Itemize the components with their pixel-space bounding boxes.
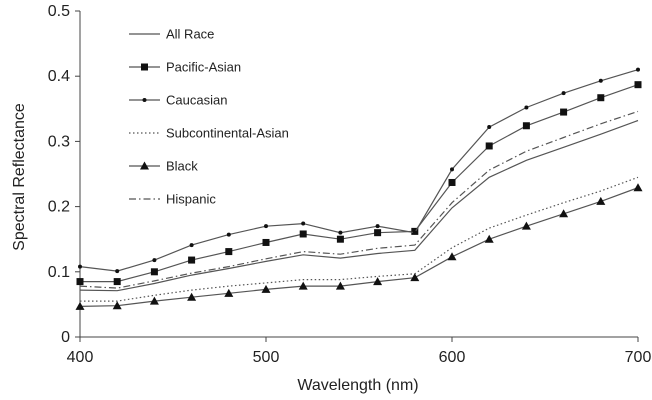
y-tick-label: 0.4 — [48, 68, 70, 85]
legend: All Race Pacific-Asian Caucasian Subcontine… — [129, 27, 289, 207]
series-line — [80, 176, 639, 302]
data-point — [560, 108, 568, 116]
data-point — [78, 264, 82, 269]
data-point — [299, 230, 307, 238]
series-caucasian — [78, 67, 640, 274]
data-point — [261, 284, 271, 293]
series-line — [79, 110, 639, 289]
legend-item: Pacific-Asian — [129, 60, 241, 75]
data-point — [373, 277, 383, 286]
data-point — [522, 122, 530, 130]
data-point — [298, 281, 308, 290]
y-tick-label: 0.5 — [48, 3, 70, 20]
series-hispanic — [79, 110, 639, 289]
series-line — [79, 187, 639, 307]
series-line — [80, 84, 639, 283]
legend-item: Hispanic — [129, 192, 216, 207]
legend-marker — [140, 161, 149, 170]
data-point — [375, 224, 380, 229]
legend-label: Pacific-Asian — [166, 60, 241, 75]
tick-labels: 0 0.1 0.2 0.3 0.4 0.5 400 500 600 700 — [48, 3, 652, 366]
series-pacific-asian — [76, 81, 642, 286]
legend-marker — [141, 63, 148, 71]
series-subcontinental-asian — [80, 176, 639, 302]
data-point — [448, 178, 456, 186]
data-point — [485, 142, 493, 150]
y-tick-label: 0.3 — [48, 133, 70, 150]
y-axis-title: Spectral Reflectance — [11, 103, 28, 251]
data-point — [187, 292, 197, 301]
data-point — [225, 248, 233, 256]
y-tick-label: 0 — [61, 329, 70, 346]
data-point — [636, 67, 640, 72]
x-tick-label: 700 — [625, 349, 652, 366]
series-black — [75, 183, 643, 310]
data-point — [450, 167, 454, 172]
data-point — [76, 278, 84, 286]
data-point — [487, 125, 492, 130]
x-tick-label: 600 — [439, 349, 466, 366]
data-point — [410, 273, 420, 282]
data-point — [374, 229, 382, 237]
data-point — [524, 105, 529, 110]
data-point — [149, 296, 159, 305]
legend-marker — [142, 98, 147, 102]
data-point — [301, 221, 306, 226]
data-series — [75, 67, 643, 310]
data-point — [150, 268, 158, 276]
data-point — [634, 81, 642, 89]
legend-label: Caucasian — [166, 93, 227, 108]
data-point — [633, 183, 643, 192]
series-line — [79, 69, 639, 272]
legend-item: All Race — [129, 27, 214, 42]
data-point — [189, 243, 194, 248]
data-point — [338, 230, 343, 235]
legend-label: Black — [166, 159, 198, 174]
data-point — [226, 232, 231, 237]
data-point — [336, 235, 344, 243]
data-point — [75, 301, 85, 310]
legend-item: Subcontinental-Asian — [129, 126, 289, 141]
data-point — [598, 78, 603, 83]
y-tick-label: 0.1 — [48, 264, 70, 281]
legend-item: Black — [129, 159, 198, 174]
x-axis-title: Wavelength (nm) — [297, 377, 418, 394]
data-point — [112, 301, 122, 310]
legend-label: Subcontinental-Asian — [166, 126, 289, 141]
legend-label: All Race — [166, 27, 214, 42]
x-tick-label: 500 — [253, 349, 280, 366]
data-point — [224, 288, 234, 297]
data-point — [596, 196, 606, 205]
data-point — [262, 238, 270, 246]
legend-item: Caucasian — [129, 93, 227, 108]
data-point — [188, 256, 196, 264]
data-point — [335, 281, 345, 290]
data-point — [264, 224, 268, 229]
y-tick-label: 0.2 — [48, 199, 70, 216]
data-point — [115, 269, 120, 274]
data-point — [447, 252, 457, 261]
data-point — [113, 278, 121, 286]
series-line — [79, 119, 639, 292]
axes — [79, 11, 638, 338]
series-all-race — [79, 119, 639, 292]
data-point — [561, 91, 566, 96]
data-point — [559, 209, 569, 218]
data-point — [152, 258, 157, 263]
data-point — [412, 230, 417, 235]
data-point — [484, 234, 494, 243]
data-point — [597, 94, 605, 102]
legend-label: Hispanic — [166, 192, 216, 207]
data-point — [521, 221, 531, 230]
x-tick-label: 400 — [67, 349, 94, 366]
